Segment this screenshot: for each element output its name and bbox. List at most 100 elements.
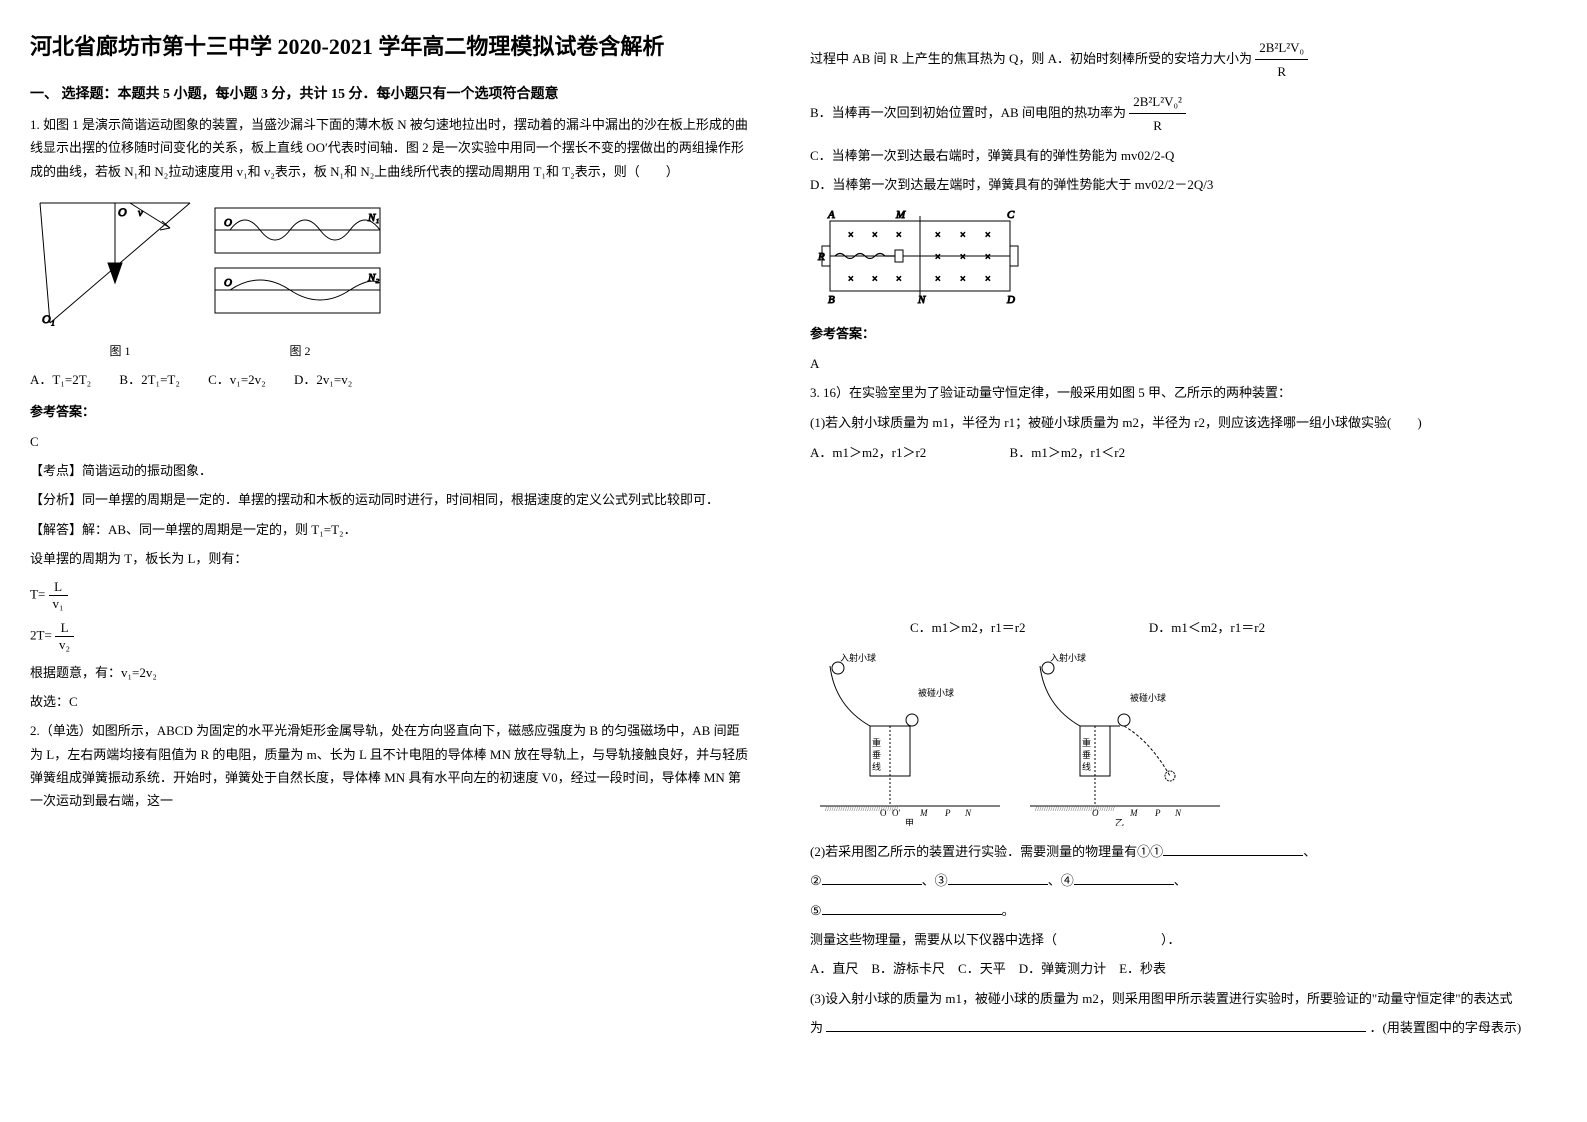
svg-text:N: N [1174,808,1182,818]
q2-answer: A [810,352,1530,375]
c3: ③ [935,873,948,888]
svg-text:被碰小球: 被碰小球 [1130,692,1166,703]
svg-text:线: 线 [1082,761,1091,772]
svg-text:×: × [985,230,991,241]
svg-text:P: P [944,808,951,818]
fA-num: 2B²L²V₀ [1255,36,1308,60]
q3-part2: (2)若采用图乙所示的装置进行实验．需要测量的物理量有①①、 [810,840,1530,863]
svg-text:A: A [827,209,835,221]
q3-optB: B．m1＞m2，r1＜r2 [1010,442,1126,461]
q1-answer: C [30,430,750,453]
svg-text:P: P [1154,808,1161,818]
q1-optD: D．2v₁=v₂ [294,369,352,388]
blank-4 [1074,871,1174,885]
q2-optB-text: B．当棒再一次回到初始位置时，AB 间电阻的热功率为 [810,105,1126,120]
svg-text:×: × [985,252,991,263]
f1-den: v₁ [49,596,68,612]
svg-text:垂: 垂 [1082,749,1091,760]
f1-prefix: T= [30,586,49,601]
svg-text:×: × [960,230,966,241]
fig1-label: 图 1 [30,342,210,359]
q3-part2-opts: A．直尺 B．游标卡尺 C．天平 D．弹簧测力计 E．秒表 [810,957,1530,980]
svg-text:×: × [960,274,966,285]
q1-solve4: 故选：C [30,690,750,713]
svg-text:×: × [935,230,941,241]
q3-optC: C．m1＞m2，r1＝r2 [910,617,1026,636]
q1-analysis: 【分析】同一单摆的周期是一定的．单摆的摆动和木板的运动同时进行，时间相同，根据速… [30,488,750,511]
svg-text:O: O [118,205,127,219]
q3-part2-blank5: ⑤。 [810,899,1530,922]
svg-text:R: R [817,251,825,263]
blank-2 [822,871,922,885]
svg-text:O₁: O₁ [42,312,55,326]
q2-text: 2.（单选）如图所示，ABCD 为固定的水平光滑矩形金属导轨，处在方向竖直向下，… [30,719,750,813]
q1-optA: A．T₁=2T₂ [30,369,91,388]
q3-p3-end-text: 为 [810,1020,823,1035]
q3-part2-blanks: ②、③、④、 [810,869,1530,892]
svg-text://////////////////////////////: //////////////////////////////////// [1035,804,1116,813]
q3-options-row2: C．m1＞m2，r1＝r2 D．m1＜m2，r1＝r2 [910,617,1530,636]
f2-prefix: 2T= [30,627,55,642]
c5: ⑤ [810,903,822,918]
svg-text:N: N [964,808,972,818]
q1-point: 【考点】简谐运动的振动图象． [30,459,750,482]
svg-text:O: O [224,217,232,229]
q2-answer-label: 参考答案： [810,322,1530,345]
svg-text:M: M [895,209,906,221]
spacer [810,469,1530,609]
svg-text:×: × [848,230,854,241]
q2-optC: C．当棒第一次到达最右端时，弹簧具有的弹性势能为 mv02/2-Q [810,144,1530,167]
q1-solve3: 根据题意，有：v₁=2v₂ [30,661,750,684]
q3-part1: (1)若入射小球质量为 m1，半径为 r1；被碰小球质量为 m2，半径为 r2，… [810,411,1530,434]
q1-optC: C．v₁=2v₂ [208,369,266,388]
svg-text:M: M [919,808,928,818]
section-1-heading: 一、 选择题：本题共 5 小题，每小题 3 分，共计 15 分．每小题只有一个选… [30,83,750,103]
svg-text:v: v [138,207,143,219]
fraction-1: L v₁ [49,579,68,612]
q2-figure: A B C D M N R ××× ××× ××× ××× ××× [810,206,1530,310]
svg-text:×: × [896,274,902,285]
blank-1 [1163,842,1303,856]
figure-1-labels: 图 1 图 2 [30,342,390,359]
svg-text:M: M [1129,808,1138,818]
svg-text:C: C [1007,209,1015,221]
svg-text:×: × [872,230,878,241]
q3-part3-end: 为 ．(用装置图中的字母表示) [810,1016,1530,1039]
figure-1-svg: O v O₁ O N₁ O N₂ [30,193,390,333]
page-container: 河北省廊坊市第十三中学 2020-2021 学年高二物理模拟试卷含解析 一、 选… [30,30,1557,1046]
svg-text:D: D [1006,294,1015,306]
svg-text:×: × [985,274,991,285]
svg-text:N₁: N₁ [367,212,379,224]
svg-text:B: B [828,294,835,306]
svg-text:×: × [935,252,941,263]
fB-den: R [1129,114,1186,137]
svg-text:O: O [224,277,232,289]
q3-text: 3. 16）在实验室里为了验证动量守恒定律，一般采用如图 5 甲、乙所示的两种装… [810,381,1530,404]
q1-figure: O v O₁ O N₁ O N₂ [30,193,750,359]
q1-options: A．T₁=2T₂ B．2T₁=T₂ C．v₁=2v₂ D．2v₁=v₂ [30,369,750,388]
q2-text-cont: 过程中 AB 间 R 上产生的焦耳热为 Q，则 A．初始时刻棒所受的安培力大小为… [810,36,1530,84]
q1-optB: B．2T₁=T₂ [119,369,179,388]
svg-text:入射小球: 入射小球 [1050,652,1086,663]
q3-options-row1: A．m1＞m2，r1＞r2 B．m1＞m2，r1＜r2 [810,442,1530,461]
svg-text:入射小球: 入射小球 [840,652,876,663]
f2-num: L [55,620,74,637]
q2-formula-A: 2B²L²V₀ R [1255,36,1308,84]
q2-cont-text: 过程中 AB 间 R 上产生的焦耳热为 Q，则 A．初始时刻棒所受的安培力大小为 [810,51,1252,66]
fA-den: R [1255,60,1308,83]
q3-p3-suffix: ．(用装置图中的字母表示) [1370,1020,1522,1035]
fig2-label: 图 2 [210,342,390,359]
q3-part2-line: 测量这些物理量，需要从以下仪器中选择（ ）． [810,928,1530,951]
q1-solve1: 【解答】解：AB、同一单摆的周期是一定的，则 T₁=T₂． [30,518,750,541]
q1-formula1: T= L v₁ [30,579,750,612]
fraction-2: L v₂ [55,620,74,653]
q1-answer-label: 参考答案： [30,400,750,423]
svg-text:×: × [935,274,941,285]
svg-text:×: × [896,230,902,241]
svg-text:乙: 乙 [1115,818,1124,826]
f1-num: L [49,579,68,596]
svg-text://////////////////////////////: ///////////////////////////////// [825,804,899,813]
c1: ① [1150,844,1163,859]
figure-3-svg: 入射小球 被碰小球 重垂线 OO' M P N 甲 //////////////… [810,646,1230,826]
q2-optD: D．当棒第一次到达最左端时，弹簧具有的弹性势能大于 mv02/2－2Q/3 [810,173,1530,196]
